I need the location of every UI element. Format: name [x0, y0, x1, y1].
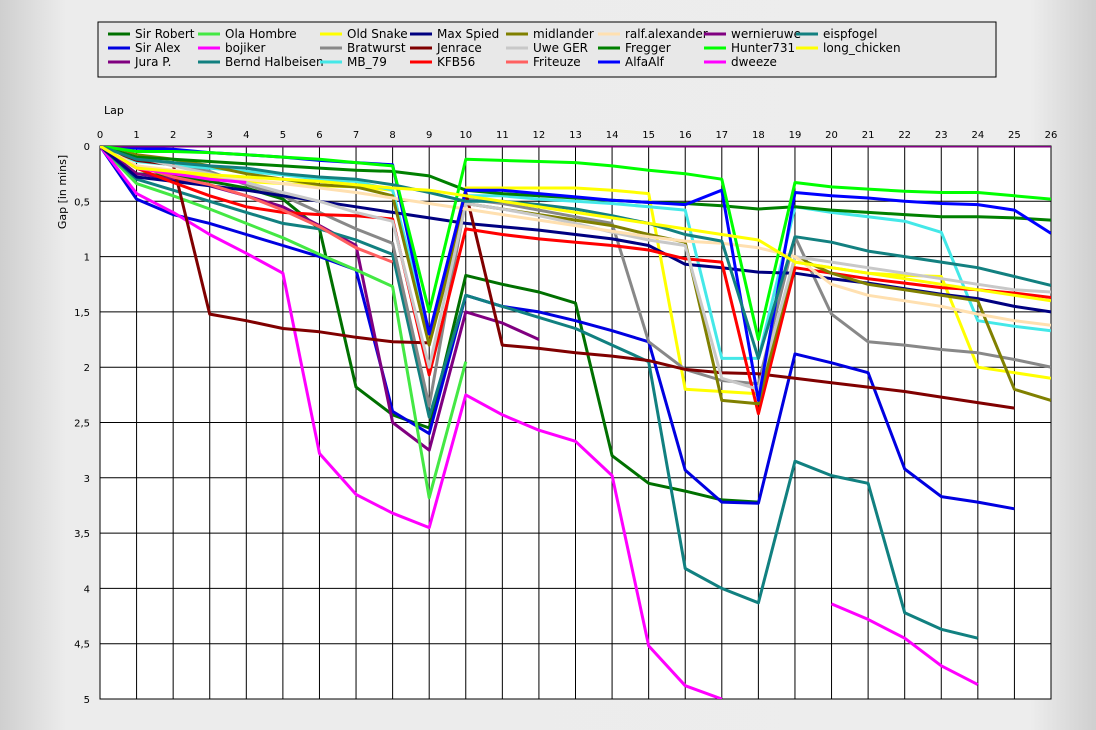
x-tick-label: 17 — [715, 130, 728, 141]
series-line — [100, 146, 1015, 410]
legend-entry: dweeze — [731, 55, 777, 69]
y-tick-labels: 0 0,5 1 1,5 2 2,5 3 3,5 4 4,5 5 — [74, 142, 90, 706]
legend-entry: Bernd Halbeisen — [225, 55, 324, 69]
series-line — [100, 146, 1015, 511]
legend-entry: Max Spied — [437, 27, 499, 41]
legend-entry: ralf.alexander — [625, 27, 708, 41]
x-axis-label: Lap — [104, 104, 124, 117]
x-tick-label: 16 — [679, 130, 692, 141]
x-tick-label: 11 — [496, 130, 509, 141]
x-tick-label: 24 — [971, 130, 984, 141]
legend-entry: wernieruwe — [731, 27, 801, 41]
x-tick-label: 1 — [133, 130, 139, 141]
legend-entry: Jenrace — [436, 41, 482, 55]
y-tick-label: 3,5 — [74, 529, 90, 540]
legend-entry: Sir Alex — [135, 41, 181, 55]
x-tick-labels: 0 1 2 3 4 5 6 7 8 9 10 11 12 13 14 15 16 17 18 19 20 21 22 23 24… — [97, 130, 1058, 141]
y-tick-label: 1,5 — [74, 308, 90, 319]
x-tick-label: 12 — [533, 130, 546, 141]
y-tick-label: 4 — [84, 584, 90, 595]
x-tick-label: 15 — [642, 130, 655, 141]
x-tick-label: 26 — [1045, 130, 1058, 141]
y-tick-label: 2,5 — [74, 419, 90, 430]
x-tick-label: 7 — [353, 130, 359, 141]
y-axis-label: Gap [in mins] — [56, 155, 69, 229]
legend-entry: Uwe GER — [533, 41, 588, 55]
x-tick-label: 14 — [606, 130, 619, 141]
series-line — [100, 146, 1051, 303]
x-tick-label: 18 — [752, 130, 765, 141]
legend-entry: MB_79 — [347, 55, 387, 69]
x-tick-label: 19 — [789, 130, 802, 141]
x-tick-label: 3 — [207, 130, 213, 141]
legend — [97, 21, 997, 78]
series-lines — [100, 146, 1051, 699]
legend-entry: long_chicken — [823, 41, 901, 55]
x-tick-label: 9 — [426, 130, 432, 141]
x-tick-label: 0 — [97, 130, 103, 141]
legend-entry: Sir Robert — [135, 27, 195, 41]
legend-entry: eispfogel — [823, 27, 878, 41]
y-tick-label: 2 — [84, 363, 90, 374]
series-line — [100, 146, 1051, 416]
x-tick-label: 5 — [280, 130, 286, 141]
x-tick-label: 2 — [170, 130, 176, 141]
x-tick-label: 25 — [1008, 130, 1021, 141]
x-tick-label: 13 — [569, 130, 582, 141]
x-tick-label: 20 — [825, 130, 838, 141]
series-line — [100, 146, 1051, 341]
x-tick-label: 8 — [389, 130, 395, 141]
x-tick-label: 10 — [459, 130, 472, 141]
y-tick-label: 4,5 — [74, 640, 90, 651]
series-line — [100, 146, 979, 699]
legend-entry: KFB56 — [437, 55, 475, 69]
y-tick-label: 5 — [84, 695, 90, 706]
legend-entry: AlfaAlf — [625, 55, 665, 69]
y-tick-label: 1 — [84, 253, 90, 264]
series-line — [100, 146, 468, 500]
legend-entry: bojiker — [225, 41, 266, 55]
legend-entry: Friteuze — [533, 55, 581, 69]
legend-entry: midlander — [533, 27, 594, 41]
series-line — [100, 146, 1051, 360]
series-line — [100, 146, 1051, 408]
legend-entry: Fregger — [625, 41, 671, 55]
legend-entry: Hunter731 — [731, 41, 795, 55]
series-line — [100, 146, 1051, 360]
y-tick-label: 0 — [84, 142, 90, 153]
x-tick-label: 21 — [862, 130, 875, 141]
series-line — [100, 146, 979, 640]
legend-entry: Ola Hombre — [225, 27, 297, 41]
series-line — [100, 146, 1051, 406]
series-line — [100, 146, 1051, 327]
legend-entry: Jura P. — [134, 55, 171, 69]
x-tick-label: 6 — [316, 130, 322, 141]
legend-entry: Old Snake — [347, 27, 408, 41]
x-tick-label: 4 — [243, 130, 249, 141]
legend-frame — [97, 21, 997, 78]
y-tick-label: 3 — [84, 474, 90, 485]
x-tick-label: 22 — [898, 130, 911, 141]
y-tick-label: 0,5 — [74, 197, 90, 208]
series-line — [100, 146, 1051, 391]
legend-entry: Bratwurst — [347, 41, 406, 55]
x-tick-label: 23 — [935, 130, 948, 141]
